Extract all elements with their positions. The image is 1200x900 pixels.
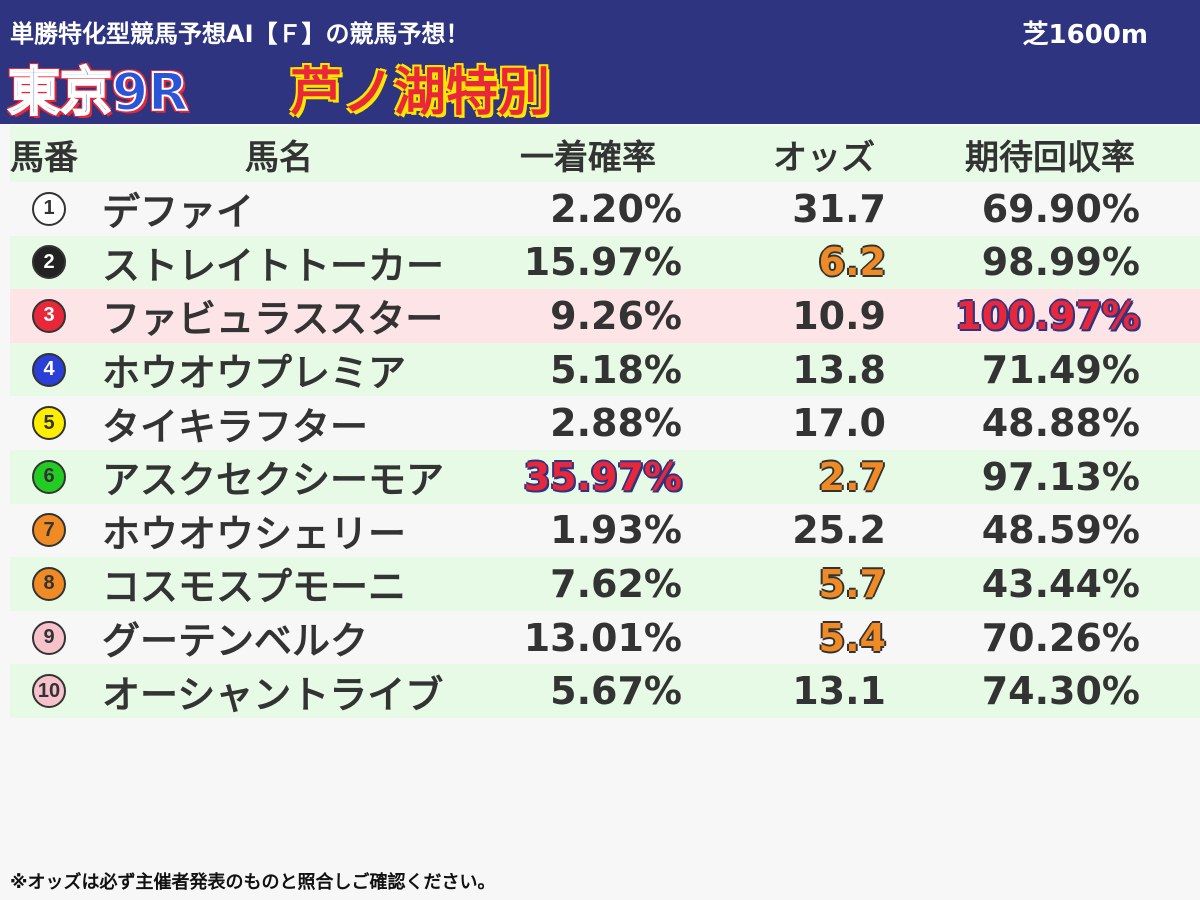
expected-return: 97.13% — [981, 454, 1140, 499]
table-row: 1 デファイ 2.20% 31.7 69.90% — [10, 182, 1200, 236]
win-probability: 1.93% — [550, 508, 682, 553]
col-win-probability: 一着確率 — [520, 137, 656, 178]
table-row: 4 ホウオウプレミア 5.18% 13.8 71.49% — [10, 342, 1200, 397]
table-row: 8 コスモスプモーニ 7.62% 5.7 43.44% — [10, 557, 1200, 611]
table-row: 7 ホウオウシェリー 1.93% 25.2 48.59% — [10, 503, 1200, 558]
win-probability: 2.88% — [550, 401, 682, 446]
horse-number-badge: 5 — [32, 406, 66, 441]
table-row: 2 ストレイトトーカー 15.97% 6.2 98.99% — [10, 235, 1200, 290]
horse-number-badge: 7 — [32, 513, 66, 548]
horse-number-badge: 6 — [32, 459, 66, 494]
win-probability: 2.20% — [550, 186, 682, 231]
table-row: 3 ファビュラススター 9.26% 10.9 100.97% — [10, 289, 1200, 343]
horse-number-badge: 4 — [32, 352, 66, 387]
table-row: 6 アスクセクシーモア 35.97% 2.7 97.13% — [10, 449, 1200, 504]
table-header-row: 馬番 馬名 一着確率 オッズ 期待回収率 — [10, 126, 1200, 182]
expected-return: 48.88% — [981, 401, 1140, 446]
horse-number-badge: 3 — [32, 298, 66, 333]
win-probability: 5.18% — [550, 347, 682, 392]
horse-number-badge: 1 — [32, 191, 66, 226]
horse-name: タイキラフター — [102, 404, 369, 449]
horse-name: デファイ — [102, 190, 255, 235]
horse-number-badge: 2 — [32, 245, 66, 280]
expected-return: 100.97% — [955, 293, 1140, 338]
horse-name: ホウオウシェリー — [102, 511, 407, 556]
expected-return: 69.90% — [981, 186, 1140, 231]
odds: 13.8 — [792, 347, 886, 392]
odds: 17.0 — [792, 401, 886, 446]
col-expected-return: 期待回収率 — [965, 137, 1135, 178]
horse-name: オーシャントライブ — [102, 672, 444, 717]
horse-name: アスクセクシーモア — [102, 458, 445, 503]
odds: 5.4 — [818, 615, 886, 660]
win-probability: 35.97% — [523, 454, 682, 499]
table-row: 10 オーシャントライブ 5.67% 13.1 74.30% — [10, 664, 1200, 718]
horse-number-badge: 8 — [32, 566, 66, 601]
expected-return: 70.26% — [981, 615, 1140, 660]
win-probability: 15.97% — [523, 240, 682, 285]
odds: 5.7 — [818, 561, 886, 606]
page-title: 単勝特化型競馬予想AI【Ｆ】の競馬予想！ — [10, 20, 470, 48]
odds: 10.9 — [792, 293, 886, 338]
col-odds: オッズ — [773, 137, 875, 178]
prediction-table: 馬番 馬名 一着確率 オッズ 期待回収率 1 デファイ 2.20% 31.7 6… — [10, 126, 1200, 718]
table-row: 5 タイキラフター 2.88% 17.0 48.88% — [10, 396, 1200, 450]
col-horse-name: 馬名 — [245, 137, 313, 178]
expected-return: 48.59% — [981, 508, 1140, 553]
horse-name: グーテンベルク — [102, 619, 369, 664]
course-surface: 芝1600m — [1022, 20, 1148, 50]
odds: 2.7 — [818, 454, 886, 499]
expected-return: 71.49% — [981, 347, 1140, 392]
win-probability: 13.01% — [523, 615, 682, 660]
race-number: 東京9R — [7, 62, 189, 124]
col-horse-number: 馬番 — [10, 137, 78, 178]
win-probability: 7.62% — [550, 561, 682, 606]
horse-name: ホウオウプレミア — [102, 351, 407, 396]
race-header: 単勝特化型競馬予想AI【Ｆ】の競馬予想！ 芝1600m 東京9R 芦ノ湖特別 — [0, 0, 1200, 124]
expected-return: 43.44% — [981, 561, 1140, 606]
odds: 6.2 — [818, 240, 886, 285]
horse-name: ファビュラススター — [102, 297, 444, 342]
race-name: 芦ノ湖特別 — [290, 63, 551, 123]
expected-return: 74.30% — [981, 669, 1140, 714]
win-probability: 9.26% — [550, 293, 682, 338]
odds: 31.7 — [792, 186, 886, 231]
expected-return: 98.99% — [981, 240, 1140, 285]
odds-disclaimer: ※オッズは必ず主催者発表のものと照合しご確認ください。 — [10, 872, 496, 893]
odds: 25.2 — [792, 508, 886, 553]
horse-name: コスモスプモーニ — [102, 565, 407, 610]
win-probability: 5.67% — [550, 669, 682, 714]
horse-number-badge: 10 — [32, 674, 66, 709]
table-row: 9 グーテンベルク 13.01% 5.4 70.26% — [10, 610, 1200, 665]
odds: 13.1 — [792, 669, 886, 714]
horse-number-badge: 9 — [32, 620, 66, 655]
horse-name: ストレイトトーカー — [102, 243, 445, 288]
